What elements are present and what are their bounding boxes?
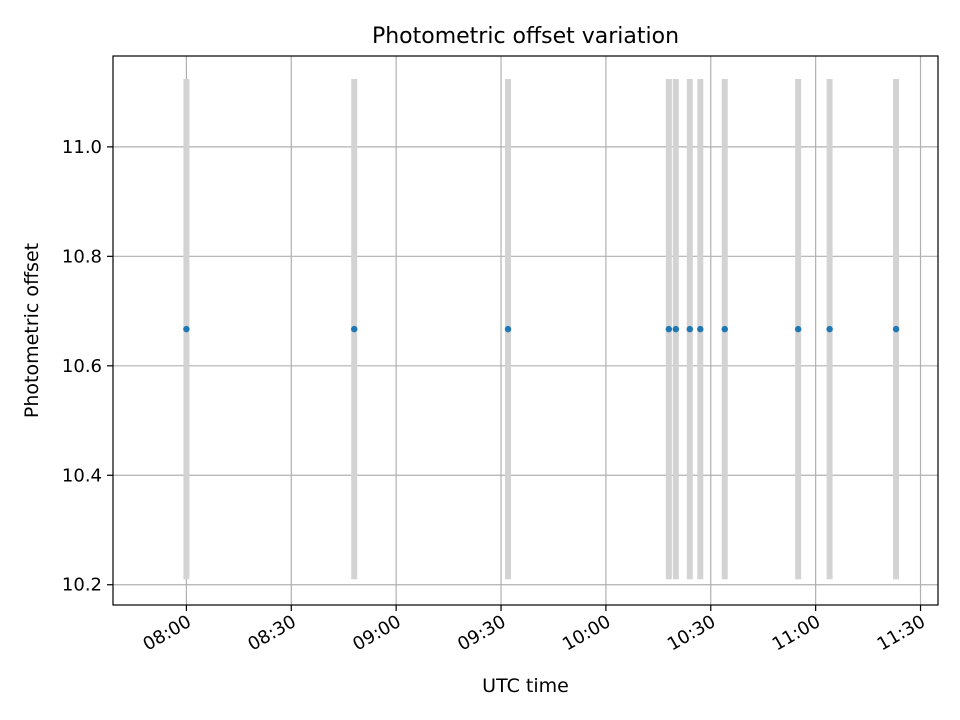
grid [113,56,938,605]
data-point [183,325,190,333]
x-tick-label: 10:00 [559,611,614,655]
data-points [183,325,900,333]
data-point [351,325,358,333]
data-point [504,325,512,333]
y-tick-label: 10.8 [62,246,102,267]
y-tick-label: 10.4 [62,465,102,486]
data-point [826,325,833,333]
x-tick-label: 09:30 [454,611,509,655]
data-point [672,325,680,333]
x-tick-label: 08:30 [244,611,299,655]
data-point [697,325,704,333]
y-tick-label: 10.2 [62,575,102,596]
chart-title: Photometric offset variation [372,24,679,49]
x-tick-label: 11:30 [874,611,929,655]
y-axis-label: Photometric offset [21,243,43,418]
x-tick-label: 09:00 [349,611,404,655]
error-bars [183,78,900,580]
axes-frame [112,55,939,606]
x-tick-label: 11:00 [769,611,824,655]
data-point [892,325,900,333]
x-axis-label: UTC time [482,675,569,697]
data-point [721,325,728,333]
data-point [665,325,673,333]
data-point [686,325,694,333]
y-tick-label: 10.6 [62,356,102,377]
y-tick-label: 11.0 [62,137,102,158]
x-tick-label: 10:30 [664,611,719,655]
x-tick-label: 08:00 [139,611,194,655]
data-point [794,325,802,333]
